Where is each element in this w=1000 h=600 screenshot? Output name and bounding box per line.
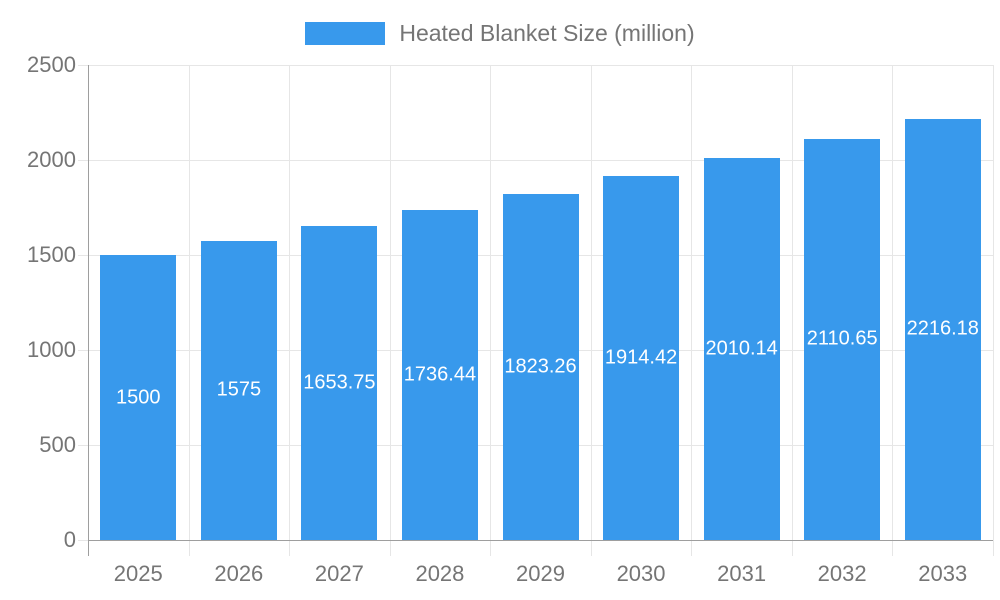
x-axis-line [88, 540, 993, 541]
x-tick-label: 2028 [415, 561, 465, 586]
bar[interactable]: 1736.44 [401, 210, 478, 540]
gridline-v [188, 65, 190, 540]
bar[interactable]: 2216.18 [904, 118, 981, 540]
bar-value-label: 1823.26 [504, 355, 577, 378]
x-tick-label: 2027 [314, 561, 364, 586]
x-axis-tick [590, 540, 592, 556]
x-axis-tick [389, 540, 391, 556]
gridline-v [590, 65, 592, 540]
gridline-h [88, 65, 993, 66]
legend-swatch [305, 21, 386, 45]
bar-value-label: 1653.75 [303, 371, 376, 394]
x-tick-label: 2033 [918, 561, 968, 586]
x-tick-label: 2025 [113, 561, 163, 586]
gridline-v [691, 65, 693, 540]
bar[interactable]: 1914.42 [603, 176, 680, 540]
gridline-v [389, 65, 391, 540]
bar-value-label: 1500 [116, 386, 161, 408]
gridline-v [490, 65, 492, 540]
x-tick-label: 2029 [516, 561, 565, 586]
x-axis-tick [993, 540, 994, 556]
gridline-v [993, 65, 994, 540]
bar-value-label: 2216.18 [906, 317, 979, 340]
y-tick-label: 1000 [27, 337, 76, 362]
y-tick-label: 500 [39, 432, 76, 457]
gridline-v [791, 65, 793, 540]
y-axis-line [88, 65, 89, 556]
bar-value-label: 1736.44 [403, 363, 477, 386]
y-axis-tick [78, 160, 88, 161]
bar-value-label: 1914.42 [604, 346, 678, 369]
y-axis-tick [78, 350, 88, 351]
x-axis-tick [691, 540, 693, 556]
legend-label: Heated Blanket Size (million) [399, 19, 695, 46]
bar[interactable]: 1575 [200, 240, 277, 540]
bar[interactable]: 2010.14 [703, 158, 780, 540]
gridline-h [88, 160, 993, 161]
gridline-v [892, 65, 894, 540]
gridline-v [289, 65, 291, 540]
y-axis-tick [78, 65, 88, 66]
y-tick-label: 2000 [27, 147, 76, 172]
x-axis-tick [892, 540, 894, 556]
x-tick-label: 2031 [717, 561, 767, 586]
x-tick-label: 2032 [817, 561, 867, 586]
bar[interactable]: 1653.75 [301, 225, 378, 540]
y-tick-label: 2500 [27, 52, 76, 77]
y-axis-tick [78, 255, 88, 256]
x-axis-tick [490, 540, 492, 556]
x-axis-tick [289, 540, 291, 556]
bar[interactable]: 2110.65 [804, 138, 881, 540]
legend: Heated Blanket Size (million) [0, 18, 1000, 48]
x-tick-label: 2026 [214, 561, 264, 586]
y-axis-tick [78, 445, 88, 446]
bar[interactable]: 1823.26 [502, 193, 579, 540]
x-axis-tick [188, 540, 190, 556]
x-tick-label: 2030 [616, 561, 666, 586]
bar-value-label: 1575 [216, 378, 262, 401]
bar[interactable]: 1500 [100, 255, 177, 540]
y-tick-label: 1500 [27, 242, 76, 267]
x-axis-tick [791, 540, 793, 556]
bar-value-label: 2110.65 [806, 327, 878, 350]
bar-value-label: 2010.14 [705, 337, 778, 360]
y-axis-tick [78, 540, 88, 541]
y-tick-label: 0 [63, 527, 76, 552]
